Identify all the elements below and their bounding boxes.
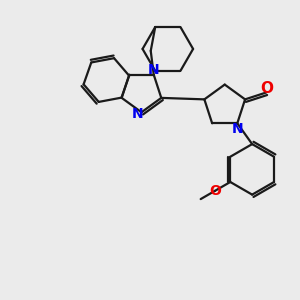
Text: O: O: [260, 80, 273, 95]
Text: N: N: [232, 122, 243, 136]
Text: O: O: [209, 184, 221, 198]
Text: N: N: [132, 107, 144, 121]
Text: N: N: [148, 63, 160, 77]
